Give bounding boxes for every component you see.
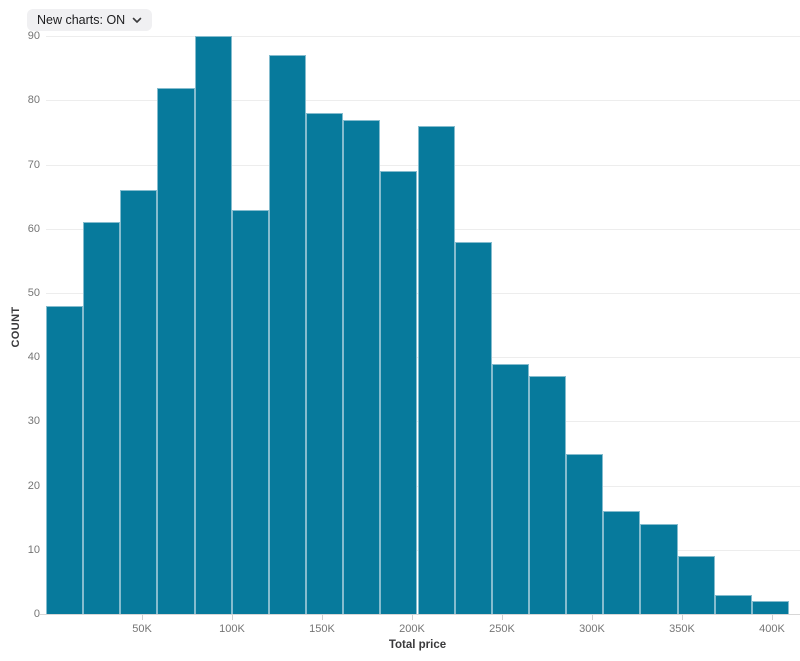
histogram-bar[interactable]: [417, 126, 455, 614]
new-charts-dropdown-label: New charts: ON: [37, 13, 126, 27]
x-tick-mark: [772, 615, 773, 620]
y-axis-title: COUNT: [10, 306, 22, 348]
x-tick-mark: [232, 615, 233, 620]
y-tick-label: 90: [27, 30, 40, 42]
y-tick-label: 40: [27, 351, 40, 363]
y-tick-label: 70: [27, 159, 40, 171]
histogram-bar[interactable]: [380, 171, 418, 614]
y-tick-label: 20: [27, 480, 40, 492]
x-tick-label: 400K: [759, 623, 785, 635]
histogram-bar[interactable]: [603, 511, 641, 614]
x-tick-label: 300K: [579, 623, 605, 635]
y-tick-label: 50: [27, 287, 40, 299]
histogram-bar[interactable]: [640, 524, 678, 614]
x-axis-line: [40, 614, 800, 615]
x-tick-mark: [502, 615, 503, 620]
chevron-down-icon: [132, 17, 142, 24]
histogram-bar[interactable]: [194, 36, 232, 614]
histogram-bar[interactable]: [306, 113, 344, 614]
x-tick-label: 350K: [669, 623, 695, 635]
histogram-bar[interactable]: [120, 190, 158, 614]
y-tick-label: 0: [33, 608, 40, 620]
histogram-bar[interactable]: [268, 55, 307, 614]
new-charts-dropdown[interactable]: New charts: ON: [27, 9, 153, 31]
y-tick-label: 60: [27, 223, 40, 235]
x-tick-mark: [682, 615, 683, 620]
y-gridline: [46, 100, 800, 101]
y-tick-label: 10: [27, 544, 40, 556]
histogram-bar[interactable]: [751, 601, 789, 614]
x-tick-label: 250K: [489, 623, 515, 635]
x-tick-label: 200K: [399, 623, 425, 635]
y-gridline: [46, 36, 800, 37]
histogram-bar[interactable]: [714, 594, 752, 614]
histogram-bar[interactable]: [566, 453, 604, 614]
histogram-bar[interactable]: [231, 209, 269, 614]
histogram-bar[interactable]: [343, 119, 381, 614]
x-tick-label: 50K: [132, 623, 152, 635]
x-tick-mark: [322, 615, 323, 620]
x-tick-mark: [412, 615, 413, 620]
x-tick-mark: [592, 615, 593, 620]
x-tick-mark: [142, 615, 143, 620]
y-tick-label: 30: [27, 415, 40, 427]
histogram-bar[interactable]: [677, 556, 715, 614]
histogram-bar[interactable]: [157, 87, 195, 614]
histogram-bar[interactable]: [454, 241, 492, 614]
y-tick-label: 80: [27, 94, 40, 106]
histogram-bar[interactable]: [528, 376, 567, 614]
x-tick-label: 100K: [219, 623, 245, 635]
x-axis-title: Total price: [388, 639, 447, 651]
histogram-bar[interactable]: [491, 363, 529, 614]
x-tick-label: 150K: [309, 623, 335, 635]
histogram-bar[interactable]: [83, 222, 121, 614]
histogram-bar[interactable]: [46, 305, 84, 614]
